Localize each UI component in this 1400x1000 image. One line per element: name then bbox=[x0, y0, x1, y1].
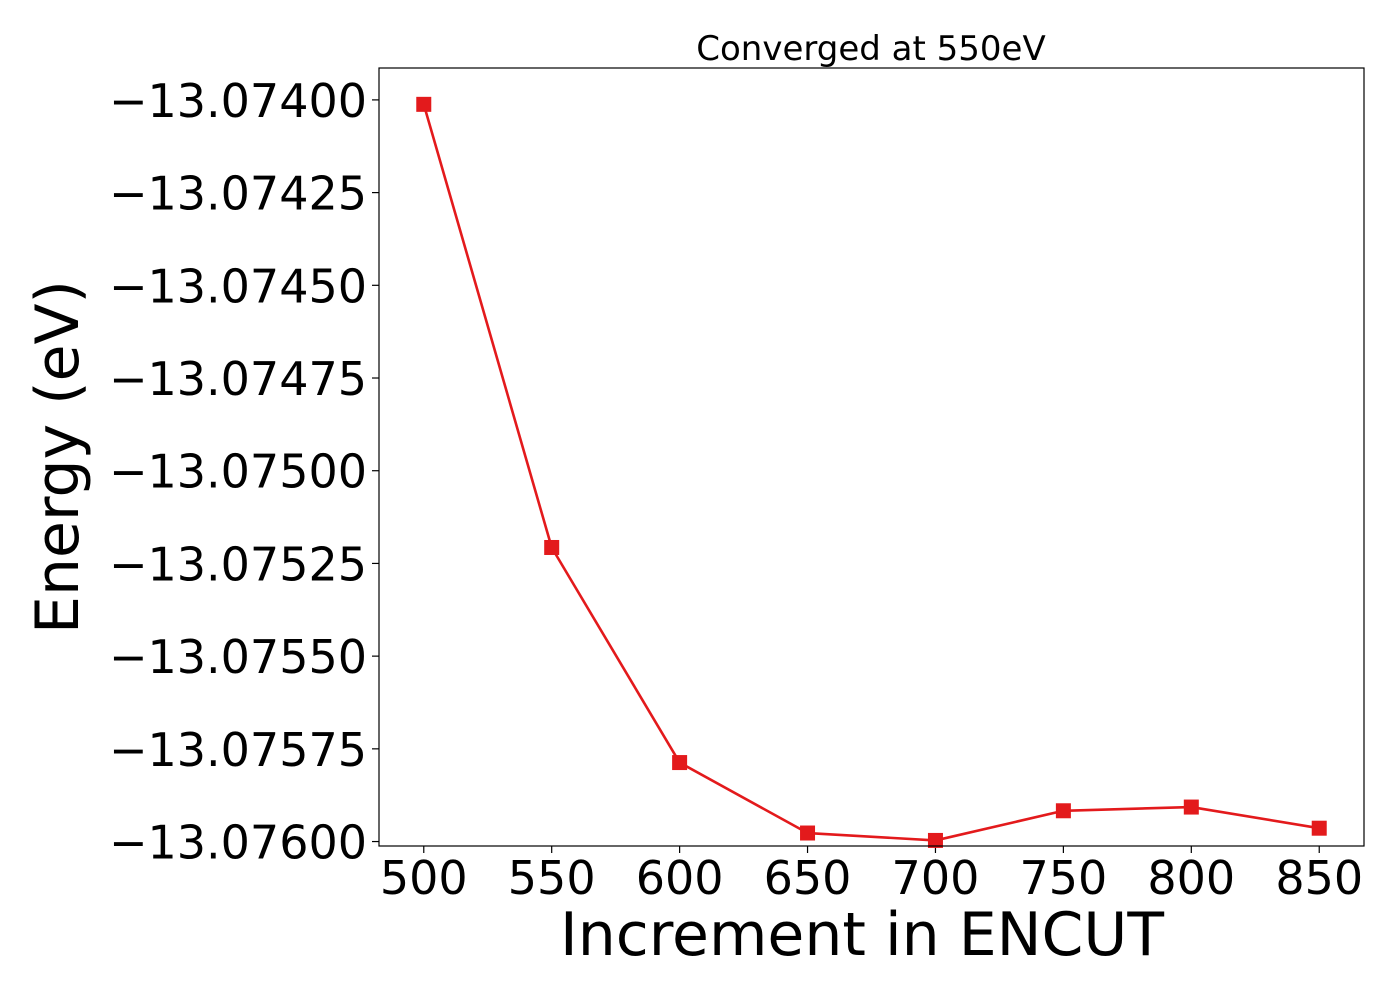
x-tick-label: 850 bbox=[1275, 851, 1363, 905]
data-point-marker bbox=[1183, 799, 1199, 815]
x-tick-label: 550 bbox=[508, 851, 596, 905]
series-line bbox=[422, 103, 1320, 842]
x-tick-label: 750 bbox=[1019, 851, 1107, 905]
y-tick-label: −13.07575 bbox=[109, 723, 367, 777]
data-point-marker bbox=[927, 832, 943, 848]
y-axis-label: Energy (eV) bbox=[23, 280, 93, 634]
y-tick-label: −13.07500 bbox=[109, 445, 367, 499]
x-tick-label: 700 bbox=[892, 851, 980, 905]
y-tick-label: −13.07475 bbox=[109, 352, 367, 406]
y-axis-ticks: −13.07400 −13.07425 −13.07450 −13.07475 −13.… bbox=[109, 74, 379, 870]
data-point-marker bbox=[672, 755, 688, 771]
data-point-marker bbox=[800, 825, 816, 841]
x-tick-label: 600 bbox=[636, 851, 724, 905]
y-tick-label: −13.07550 bbox=[109, 630, 367, 684]
y-tick-label: −13.07525 bbox=[109, 537, 367, 591]
plot-frame bbox=[378, 67, 1365, 847]
chart-title: Converged at 550eV bbox=[696, 29, 1045, 69]
y-tick-label: −13.07425 bbox=[109, 167, 367, 221]
data-point-marker bbox=[1055, 803, 1071, 819]
x-axis-ticks: 500 550 600 650 700 750 800 850 bbox=[380, 846, 1363, 905]
y-tick-label: −13.07600 bbox=[109, 816, 367, 870]
plot-lines bbox=[422, 103, 1320, 842]
x-tick-label: 650 bbox=[764, 851, 852, 905]
y-tick-label: −13.07400 bbox=[109, 74, 367, 128]
x-tick-label: 800 bbox=[1147, 851, 1235, 905]
data-point-marker bbox=[416, 96, 432, 112]
data-point-marker bbox=[1311, 820, 1327, 836]
data-point-marker bbox=[544, 539, 560, 555]
plot-markers bbox=[416, 96, 1327, 848]
x-axis-label: Increment in ENCUT bbox=[560, 900, 1164, 970]
x-tick-label: 500 bbox=[380, 851, 468, 905]
y-tick-label: −13.07450 bbox=[109, 259, 367, 313]
